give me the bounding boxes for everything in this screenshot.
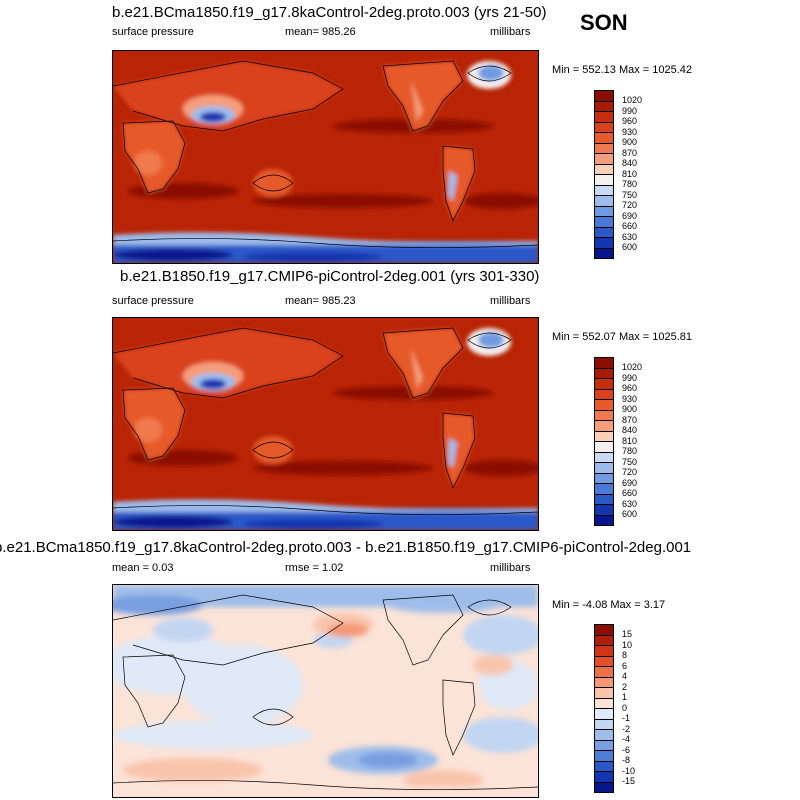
colorbar-tick-label: 750 <box>622 456 638 467</box>
colorbar-tick-label: 4 <box>622 671 628 681</box>
panel2-mean-label: mean= 985.23 <box>285 295 356 307</box>
colorbar-tick-label: 2 <box>622 681 628 692</box>
colorbar-tick-label: 690 <box>622 477 638 488</box>
panel3-coastlines <box>113 594 538 790</box>
panel3-rmse-label: rmse = 1.02 <box>285 562 344 574</box>
colorbar-tick-label: 780 <box>622 446 638 456</box>
colorbar-tick-label: 840 <box>622 425 638 435</box>
colorbar-tick-label: -2 <box>622 723 631 734</box>
panel2-map-svg <box>113 318 538 530</box>
panel3-map <box>112 584 539 798</box>
colorbar-tick-label: 630 <box>622 498 638 509</box>
panel2-minmax-label: Min = 552.07 Max = 1025.81 <box>552 331 693 343</box>
colorbar-swatch <box>594 514 614 526</box>
colorbar-tick-label: 810 <box>622 435 638 446</box>
panel2-colorbar: 1020 990 960 930 900 870 840 810 780 750 720 690 660… <box>594 357 642 526</box>
colorbar-tick-label: 720 <box>622 467 638 477</box>
colorbar-tick-label: 600 <box>622 509 638 519</box>
colorbar-tick-label: -4 <box>622 734 631 744</box>
panel2-title: b.e21.B1850.f19_g17.CMIP6-piControl-2deg… <box>120 268 540 285</box>
colorbar-tick-label: 690 <box>622 210 638 221</box>
colorbar-tick-label: 960 <box>622 383 638 393</box>
panel3-title: b.e21.BCma1850.f19_g17.8kaControl-2deg.p… <box>0 539 692 556</box>
panel3-minmax-label: Min = -4.08 Max = 3.17 <box>552 599 666 611</box>
panel3-map-svg <box>113 585 538 797</box>
colorbar-tick-label: -1 <box>622 713 631 723</box>
panel1-title: b.e21.BCma1850.f19_g17.8kaControl-2deg.p… <box>112 4 547 21</box>
colorbar-tick-label: 15 <box>622 629 633 639</box>
colorbar-tick-label: 0 <box>622 702 628 713</box>
panel2-units-label: millibars <box>490 295 531 307</box>
panel1-colorbar: 1020 990 960 930 900 870 840 810 780 750 720 690 660… <box>594 90 642 259</box>
colorbar-tick-label: 930 <box>622 126 638 137</box>
panel1-map-svg <box>113 51 538 263</box>
colorbar-tick-label: 780 <box>622 179 638 189</box>
colorbar-tick-label: 720 <box>622 200 638 210</box>
colorbar-tick-label: 660 <box>622 221 638 231</box>
panel3-mean-label: mean = 0.03 <box>112 562 174 574</box>
colorbar-tick-label: 6 <box>622 660 628 671</box>
colorbar-tick-label: 930 <box>622 393 638 404</box>
colorbar-tick-label: 8 <box>622 650 628 660</box>
colorbar-tick-label: 750 <box>622 189 638 200</box>
colorbar-tick-label: 1 <box>622 692 628 702</box>
colorbar-tick-label: 960 <box>622 116 638 126</box>
panel1-coastlines <box>113 60 538 248</box>
panel2-coastlines <box>113 327 538 515</box>
colorbar-tick-label: 900 <box>622 137 638 147</box>
panel3-colorbar: 15 10 8 6 4 2 1 0 -1 -2 -4 -6 -8 -10 -15 <box>594 624 635 793</box>
colorbar-tick-label: 840 <box>622 158 638 168</box>
panel3-units-label: millibars <box>490 562 531 574</box>
colorbar-tick-label: 990 <box>622 105 638 116</box>
colorbar-tick-label: -6 <box>622 744 631 755</box>
panel2-variable-label: surface pressure <box>112 295 194 307</box>
colorbar-tick-label: -10 <box>622 765 636 776</box>
colorbar-swatch <box>594 247 614 259</box>
colorbar-tick-label: 810 <box>622 168 638 179</box>
panel1-minmax-label: Min = 552.13 Max = 1025.42 <box>552 64 693 76</box>
colorbar-tick-label: 630 <box>622 231 638 242</box>
colorbar-tick-label: -15 <box>622 776 636 786</box>
colorbar-tick-label: 900 <box>622 404 638 414</box>
colorbar-tick-label: 10 <box>622 639 633 650</box>
panel2-map <box>112 317 539 531</box>
panel1-map <box>112 50 539 264</box>
colorbar-tick-label: 600 <box>622 242 638 252</box>
colorbar-tick-label: -8 <box>622 755 631 765</box>
season-label: SON <box>580 10 628 35</box>
panel1-units-label: millibars <box>490 26 531 38</box>
colorbar-tick-label: 660 <box>622 488 638 498</box>
panel1-variable-label: surface pressure <box>112 26 194 38</box>
colorbar-tick-label: 1020 <box>622 362 643 372</box>
colorbar-tick-label: 870 <box>622 414 638 425</box>
colorbar-tick-label: 870 <box>622 147 638 158</box>
colorbar-tick-label: 1020 <box>622 95 643 105</box>
colorbar-tick-label: 990 <box>622 372 638 383</box>
colorbar-swatch <box>594 781 614 793</box>
panel1-mean-label: mean= 985.26 <box>285 26 356 38</box>
